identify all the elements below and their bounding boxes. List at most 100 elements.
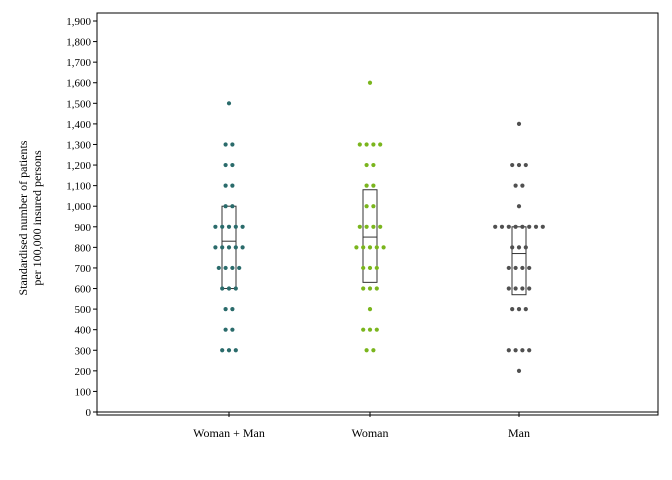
y-tick-label: 400 — [75, 325, 92, 337]
data-point — [367, 327, 373, 332]
data-point — [527, 265, 532, 271]
data-point — [367, 80, 373, 85]
data-point — [230, 307, 235, 312]
y-tick-label: 1,100 — [66, 181, 91, 193]
iqr-box — [511, 226, 527, 296]
data-point — [364, 348, 369, 353]
data-point — [230, 183, 235, 188]
data-point — [364, 204, 369, 209]
data-point — [220, 348, 225, 353]
data-point — [513, 265, 518, 271]
data-point — [223, 265, 228, 271]
y-tick-label: 900 — [75, 222, 92, 234]
data-point — [371, 204, 376, 209]
data-point — [523, 162, 528, 168]
data-point — [226, 348, 232, 353]
data-point — [367, 265, 373, 271]
data-point — [499, 224, 505, 229]
data-point — [520, 265, 525, 271]
data-point — [361, 286, 366, 291]
data-point — [513, 286, 518, 291]
x-category-label: Woman — [351, 426, 388, 440]
data-point — [230, 204, 235, 209]
data-point — [516, 121, 522, 126]
data-point — [516, 307, 522, 312]
y-tick-label: 0 — [86, 407, 92, 419]
data-point — [357, 224, 362, 229]
data-point — [520, 348, 525, 353]
data-point — [378, 142, 383, 147]
y-tick-label: 300 — [75, 345, 92, 357]
data-point — [523, 307, 528, 312]
x-category-label: Man — [508, 426, 530, 440]
data-point — [367, 245, 373, 250]
y-tick-label: 700 — [75, 263, 92, 275]
data-point — [527, 224, 532, 229]
data-point — [223, 204, 228, 209]
data-point — [513, 348, 518, 353]
y-tick-label: 500 — [75, 304, 92, 316]
data-point — [233, 286, 238, 291]
data-point — [230, 265, 235, 271]
data-point — [520, 286, 525, 291]
data-point — [223, 142, 228, 147]
data-point — [361, 245, 366, 250]
data-point — [216, 265, 221, 271]
data-point — [520, 183, 525, 188]
data-point — [510, 245, 515, 250]
data-point — [506, 224, 511, 229]
y-tick-label: 800 — [75, 242, 92, 254]
data-point — [357, 142, 362, 147]
data-point — [513, 224, 518, 229]
data-point — [520, 224, 525, 229]
data-point — [493, 224, 498, 229]
data-point — [233, 224, 238, 229]
data-point — [540, 224, 545, 229]
y-axis-title-line-1: Standardised number of patients — [16, 140, 30, 295]
data-point — [361, 327, 366, 332]
y-tick-label: 100 — [75, 386, 92, 398]
data-point — [220, 245, 225, 250]
data-point — [230, 142, 235, 147]
y-tick-label: 1,200 — [66, 160, 91, 172]
data-point — [506, 286, 511, 291]
data-point — [226, 101, 232, 106]
data-point — [223, 327, 228, 332]
data-point — [230, 327, 235, 332]
data-point — [230, 162, 235, 168]
data-point — [533, 224, 539, 229]
y-axis-ticks: 0 100 200 300 400 500 600 700 800 900 1,000 1,100 1,… — [66, 16, 97, 419]
data-point — [220, 224, 225, 229]
data-point — [364, 224, 369, 229]
data-point — [516, 204, 522, 209]
data-point — [510, 307, 515, 312]
data-point — [513, 183, 518, 188]
data-point — [374, 327, 379, 332]
x-axis-ticks: Woman + Man Woman Man — [193, 412, 530, 440]
data-point — [354, 245, 359, 250]
data-point — [364, 142, 369, 147]
data-point — [361, 265, 366, 271]
data-point — [233, 245, 238, 250]
data-point — [374, 265, 379, 271]
data-point — [506, 348, 511, 353]
data-point — [527, 286, 532, 291]
data-point — [374, 286, 379, 291]
iqr-box — [362, 189, 378, 283]
data-point — [223, 162, 228, 168]
data-point — [371, 183, 376, 188]
series-group — [493, 121, 545, 373]
data-point — [233, 348, 238, 353]
data-point — [226, 286, 232, 291]
data-point — [223, 183, 228, 188]
data-point — [506, 265, 511, 271]
data-point — [381, 245, 386, 250]
data-point — [516, 162, 522, 168]
y-tick-label: 1,700 — [66, 57, 91, 69]
data-point — [523, 245, 528, 250]
data-point — [364, 183, 369, 188]
data-point — [240, 245, 245, 250]
y-tick-label: 600 — [75, 284, 92, 296]
y-axis-title-line-2: per 100,000 insured persons — [30, 150, 44, 286]
